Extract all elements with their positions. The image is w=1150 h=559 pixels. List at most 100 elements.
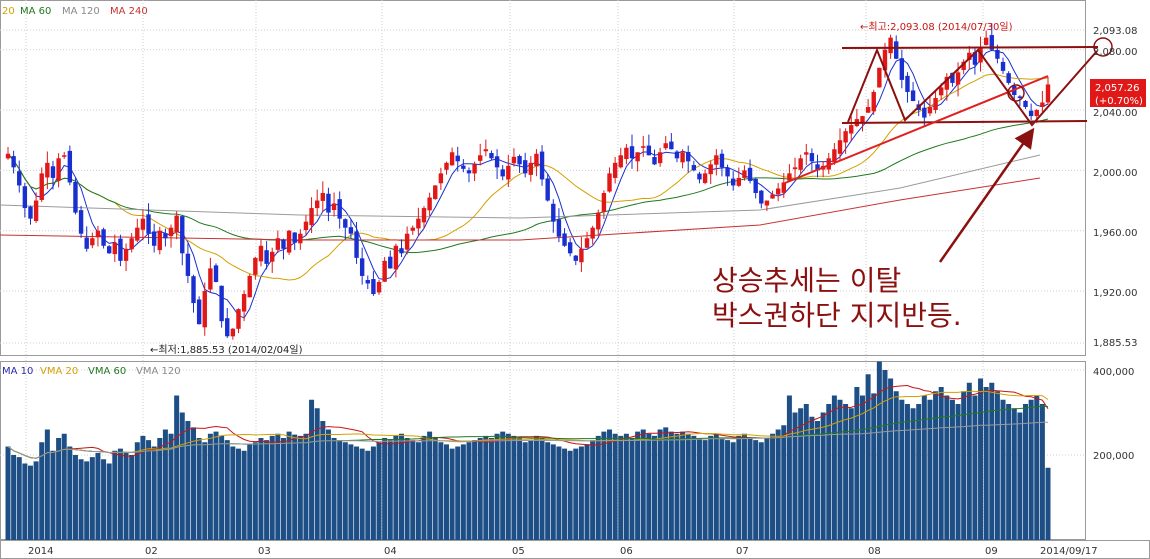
- candle-body: [337, 199, 342, 219]
- candle-body: [877, 67, 882, 88]
- volume-bar: [269, 435, 275, 540]
- volume-bar: [337, 440, 343, 540]
- candle-body: [489, 153, 494, 159]
- volume-bar: [370, 446, 376, 540]
- candle-body: [472, 164, 477, 174]
- volume-bar: [252, 442, 258, 540]
- candle-body: [348, 227, 354, 234]
- candle-body: [950, 72, 955, 83]
- candle-body: [888, 37, 893, 54]
- volume-bar: [365, 450, 371, 540]
- box-top-line: [841, 46, 1099, 49]
- candle-body: [646, 145, 652, 156]
- candle-body: [944, 76, 950, 90]
- volume-bar: [219, 435, 225, 540]
- candle-body: [590, 227, 595, 239]
- candle-body: [652, 157, 657, 165]
- legend-ma60: MA 60: [20, 6, 51, 17]
- volume-bar: [224, 440, 230, 540]
- candle-body: [680, 152, 685, 163]
- candle-body: [416, 218, 421, 229]
- volume-bar: [202, 442, 208, 540]
- candle-body: [258, 245, 264, 262]
- candle-body: [213, 265, 219, 282]
- volume-bar: [432, 438, 438, 540]
- candle-body: [314, 200, 320, 209]
- vma10-line: [7, 384, 1049, 459]
- volume-bar: [966, 382, 972, 540]
- candle-body: [528, 162, 534, 175]
- volume-bar: [477, 438, 483, 540]
- volume-bar: [342, 442, 348, 540]
- volume-bar: [1017, 412, 1023, 540]
- volume-bar: [50, 450, 56, 540]
- volume-bar: [314, 408, 320, 540]
- legend-vma120: VMA 120: [136, 366, 181, 377]
- volume-bar: [517, 438, 523, 540]
- volume-bar: [292, 434, 298, 540]
- volume-bar: [443, 444, 449, 540]
- ma240-line: [0, 177, 1041, 241]
- volume-bar: [792, 412, 798, 540]
- volume-bar: [78, 459, 84, 540]
- volume-bar: [736, 435, 742, 540]
- volume-bar: [89, 457, 95, 540]
- volume-bar: [494, 433, 500, 540]
- candle-body: [185, 253, 191, 276]
- volume-bar: [11, 455, 17, 540]
- volume-bar: [359, 448, 365, 540]
- candle-body: [663, 143, 668, 149]
- volume-bar: [106, 463, 112, 540]
- volume-bar: [798, 408, 804, 540]
- candle-body: [292, 232, 297, 243]
- volume-bar: [61, 433, 67, 540]
- volume-bar: [578, 446, 584, 540]
- legend-vma10: MA 10: [2, 366, 33, 377]
- volume-bar: [410, 440, 416, 540]
- volume-bar: [651, 435, 657, 540]
- volume-bar: [809, 416, 815, 540]
- candle-body: [522, 160, 528, 174]
- volume-bar: [376, 442, 382, 540]
- candle-body: [22, 186, 28, 209]
- volume-bar: [275, 433, 281, 540]
- candle-body: [399, 248, 404, 254]
- volume-bar: [241, 450, 247, 540]
- candle-body: [938, 87, 944, 96]
- legend-ma120: MA 120: [62, 6, 100, 17]
- volume-bar: [933, 391, 939, 540]
- candle-body: [764, 200, 770, 206]
- volume-bar: [84, 461, 90, 540]
- volume-bar: [123, 452, 129, 540]
- volume-bar: [567, 450, 573, 540]
- candle-body: [101, 229, 106, 246]
- break-circle: [1007, 84, 1025, 102]
- candle-body: [1000, 61, 1006, 71]
- candle-body: [995, 50, 1000, 59]
- candle-body: [922, 107, 927, 118]
- volume-bar: [539, 438, 545, 540]
- candle-body: [62, 155, 67, 157]
- candle-body: [140, 218, 146, 230]
- volume-bar: [1034, 395, 1040, 540]
- candle-body: [303, 221, 309, 231]
- volume-bar: [556, 446, 562, 540]
- support-arrow: [938, 127, 1035, 263]
- candle-body: [28, 206, 33, 219]
- candle-body: [157, 230, 162, 251]
- volume-bar: [247, 444, 253, 540]
- candle-body: [320, 192, 326, 201]
- candle-body: [247, 275, 252, 298]
- candle-body: [506, 165, 511, 180]
- candle-body: [910, 90, 916, 101]
- volume-bar: [466, 442, 472, 540]
- candle-body: [461, 165, 466, 169]
- wave-zigzag: [847, 47, 1098, 127]
- candle-body: [961, 61, 966, 70]
- candle-body: [118, 238, 123, 261]
- volume-bar: [859, 395, 865, 540]
- volume-bar: [685, 433, 691, 540]
- candle-body: [326, 193, 331, 213]
- x-tick-label: 07: [736, 546, 749, 557]
